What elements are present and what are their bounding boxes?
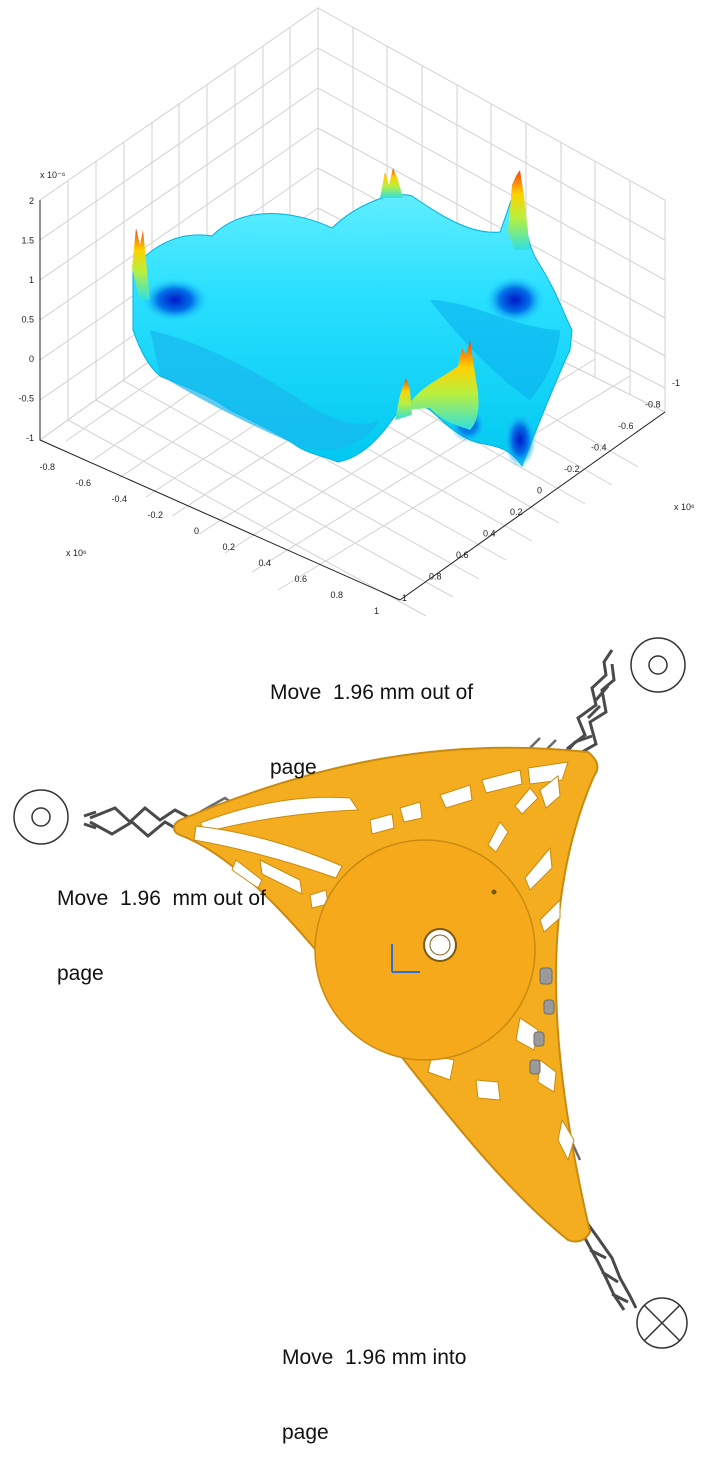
- annotation-bottom-line1: Move 1.96 mm into: [282, 1346, 467, 1369]
- triangular-stage: [83, 649, 638, 1311]
- y-tick-label: -0.4: [591, 443, 607, 453]
- y-exponent-label: x 10⁶: [674, 502, 695, 512]
- surface-plot: 2 1.5 1 0.5 0 -0.5 -1 -0.8 -0.6 -0.4 -0.2 0 0.2 0.4 0…: [18, 7, 695, 617]
- y-tick-label: 0.4: [483, 529, 496, 539]
- x-axis-ticks: -0.8 -0.6 -0.4 -0.2 0 0.2 0.4 0.6 0.8 1: [39, 462, 379, 616]
- annotation-left-line2: page: [57, 962, 104, 985]
- z-exponent-label: x 10⁻⁶: [40, 170, 66, 180]
- z-tick-label: 0: [29, 354, 34, 364]
- dot-in-circle-symbol-top-right: [630, 637, 686, 693]
- x-tick-label: 0.2: [222, 542, 235, 552]
- y-tick-label: -0.6: [618, 421, 634, 431]
- y-tick-label: 0: [537, 486, 542, 496]
- axis-marker: [391, 944, 420, 973]
- y-tick-label: -0.8: [645, 400, 661, 410]
- x-tick-label: -0.6: [75, 478, 91, 488]
- annotation-left: Move 1.96 mm out of page: [57, 836, 266, 1011]
- x-tick-label: -0.2: [147, 510, 163, 520]
- annotation-left-line1: Move 1.96 mm out of: [57, 887, 266, 910]
- x-tick-label: -0.8: [39, 462, 55, 472]
- x-tick-label: -0.4: [111, 494, 127, 504]
- x-tick-label: 0.6: [294, 574, 307, 584]
- annotation-top: Move 1.96 mm out of page: [270, 630, 473, 805]
- y-axis-ticks: -1 -0.8 -0.6 -0.4 -0.2 0 0.2 0.4 0.6 0.8 1: [402, 378, 680, 603]
- x-tick-label: 0.4: [258, 558, 271, 568]
- y-tick-label: 0.8: [429, 572, 442, 582]
- x-exponent-label: x 10⁶: [66, 548, 87, 558]
- z-axis-ticks: 2 1.5 1 0.5 0 -0.5 -1: [18, 196, 34, 443]
- y-tick-label: 0.6: [456, 550, 469, 560]
- annotation-bottom-line2: page: [282, 1421, 329, 1444]
- y-tick-label: -1: [672, 378, 680, 388]
- grey-slots: [529, 967, 555, 1075]
- z-tick-label: 1: [29, 275, 34, 285]
- annotation-bottom: Move 1.96 mm into page: [282, 1295, 466, 1470]
- x-tick-label: 1: [374, 606, 379, 616]
- annotation-top-line1: Move 1.96 mm out of: [270, 681, 474, 704]
- dot-in-circle-symbol-left: [13, 789, 69, 845]
- z-tick-label: -0.5: [18, 394, 34, 404]
- z-tick-label: 1.5: [21, 236, 34, 246]
- y-tick-label: 0.2: [510, 507, 523, 517]
- z-tick-label: -1: [26, 433, 34, 443]
- z-tick-label: 0.5: [21, 315, 34, 325]
- z-tick-label: 2: [29, 196, 34, 206]
- center-hole: [423, 928, 457, 962]
- x-tick-label: 0.8: [330, 590, 343, 600]
- y-tick-label: 1: [402, 593, 407, 603]
- surface-body: [132, 168, 573, 468]
- cross-in-circle-symbol-bottom-right: [636, 1297, 688, 1349]
- figure-canvas: 2 1.5 1 0.5 0 -0.5 -1 -0.8 -0.6 -0.4 -0.2 0 0.2 0.4 0…: [13, 7, 695, 1349]
- x-tick-label: 0: [194, 526, 199, 536]
- y-tick-label: -0.2: [564, 464, 580, 474]
- annotation-top-line2: page: [270, 756, 317, 779]
